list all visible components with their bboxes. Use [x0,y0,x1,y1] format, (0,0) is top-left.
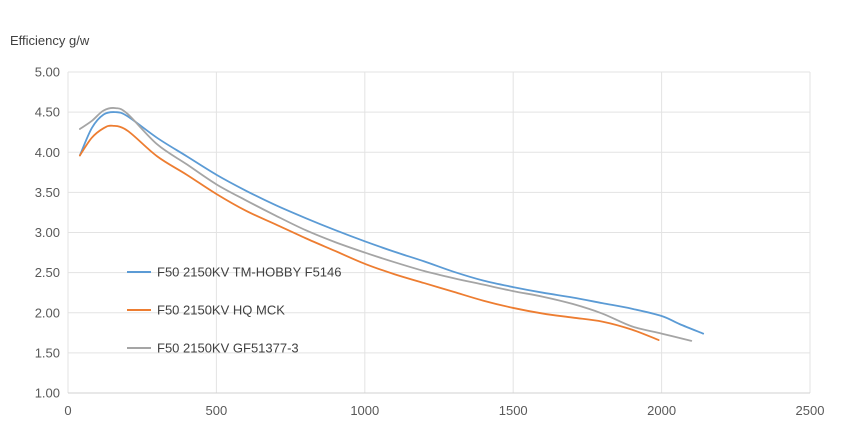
y-axis-label: Efficiency g/w [10,33,90,48]
x-tick-label: 2500 [796,403,825,418]
y-tick-label: 4.50 [35,105,60,120]
grid [67,71,811,394]
series-line-2 [78,124,660,341]
y-tick-label: 1.50 [35,345,60,360]
x-tick-label: 0 [64,403,71,418]
x-tick-label: 500 [206,403,228,418]
series-line-3 [78,107,693,342]
y-tick-label: 3.00 [35,225,60,240]
legend-label-3: F50 2150KV GF51377-3 [157,341,299,356]
axes: 1.00 1.50 2.00 2.50 3.00 3.50 4.00 4.50 5.00 0 500… [35,65,825,419]
y-tick-label: 3.50 [35,185,60,200]
series-group [78,107,705,342]
y-tick-label: 1.00 [35,386,60,401]
legend: F50 2150KV TM-HOBBY F5146 F50 2150KV HQ M… [127,265,342,356]
x-tick-label: 1500 [499,403,528,418]
y-tick-label: 4.00 [35,145,60,160]
series-line-1 [78,111,705,335]
legend-label-2: F50 2150KV HQ MCK [157,303,285,318]
legend-label-1: F50 2150KV TM-HOBBY F5146 [157,265,342,280]
x-tick-label: 1000 [350,403,379,418]
y-tick-label: 2.00 [35,305,60,320]
y-tick-label: 2.50 [35,265,60,280]
x-tick-label: 2000 [647,403,676,418]
y-tick-label: 5.00 [35,65,60,80]
